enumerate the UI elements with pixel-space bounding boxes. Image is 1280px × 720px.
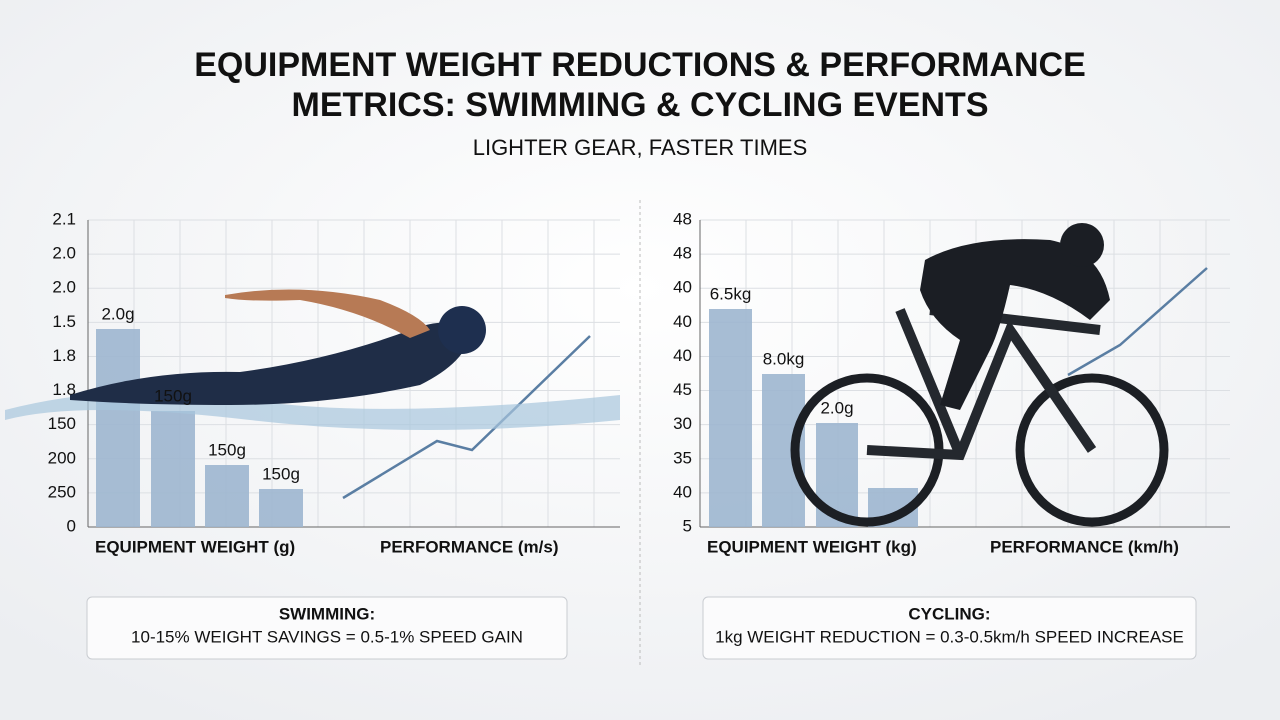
bar-label: 2.0g: [101, 304, 134, 323]
y-tick-label: 35: [673, 448, 692, 467]
note-box: [702, 596, 1197, 660]
bar: [709, 309, 752, 527]
bar-label: 150g: [208, 440, 246, 459]
y-tick-label: 5: [683, 516, 692, 535]
bar: [96, 329, 140, 527]
performance-line: [342, 335, 591, 500]
title-line: EQUIPMENT WEIGHT REDUCTIONS & PERFORMANC…: [194, 46, 1086, 84]
bar-label: 6.5kg: [710, 284, 752, 303]
x-axis-label: PERFORMANCE (m/s): [380, 537, 559, 556]
y-tick-label: 40: [673, 482, 692, 501]
x-axis-label: EQUIPMENT WEIGHT (kg): [707, 537, 917, 556]
bar: [151, 411, 195, 527]
cyclist: [920, 239, 1110, 410]
bar-label: 150g: [154, 386, 192, 405]
bar-label: 8.0kg: [763, 349, 805, 368]
y-tick-label: 30: [673, 414, 692, 433]
y-tick-label: 1.8: [52, 380, 76, 399]
performance-line: [1067, 267, 1208, 377]
note-text: 10-15% WEIGHT SAVINGS = 0.5-1% SPEED GAI…: [131, 627, 523, 646]
note-box: [86, 596, 568, 660]
y-tick-label: 48: [673, 244, 692, 263]
y-tick-label: 2.0: [52, 244, 76, 263]
y-tick-label: 40: [673, 312, 692, 331]
y-tick-label: 150: [48, 414, 76, 433]
swimmer-head: [438, 306, 486, 354]
y-tick-label: 1.8: [52, 346, 76, 365]
note-title: SWIMMING:: [279, 604, 375, 623]
y-tick-label: 250: [48, 482, 76, 501]
y-tick-label: 2.0: [52, 278, 76, 297]
title-line: METRICS: SWIMMING & CYCLING EVENTS: [292, 86, 989, 124]
swimmer-arm: [225, 289, 430, 338]
wheel: [1015, 373, 1169, 527]
y-tick-label: 1.5: [52, 312, 76, 331]
bar-label: 150g: [262, 464, 300, 483]
cyclist-head: [1060, 223, 1104, 267]
note-text: 1kg WEIGHT REDUCTION = 0.3-0.5km/h SPEED…: [715, 627, 1184, 646]
y-tick-label: 48: [673, 209, 692, 228]
y-tick-label: 0: [67, 516, 76, 535]
panels: 2.1 2.0 2.0 1.5 1.8 1.8 150 200 250 0 2.0g 150g 150g…: [5, 209, 1230, 660]
y-tick-label: 200: [48, 448, 76, 467]
x-axis-label: EQUIPMENT WEIGHT (g): [95, 537, 295, 556]
bar-label: 2.0g: [820, 398, 853, 417]
y-tick-label: 2.1: [52, 209, 76, 228]
bar: [259, 489, 303, 527]
y-tick-label: 40: [673, 346, 692, 365]
bar: [205, 465, 249, 527]
swimmer-body: [70, 322, 470, 405]
note-title: CYCLING:: [908, 604, 990, 623]
x-axis-label: PERFORMANCE (km/h): [990, 537, 1179, 556]
subtitle: LIGHTER GEAR, FASTER TIMES: [473, 135, 808, 160]
y-tick-label: 40: [673, 278, 692, 297]
y-tick-label: 45: [673, 380, 692, 399]
